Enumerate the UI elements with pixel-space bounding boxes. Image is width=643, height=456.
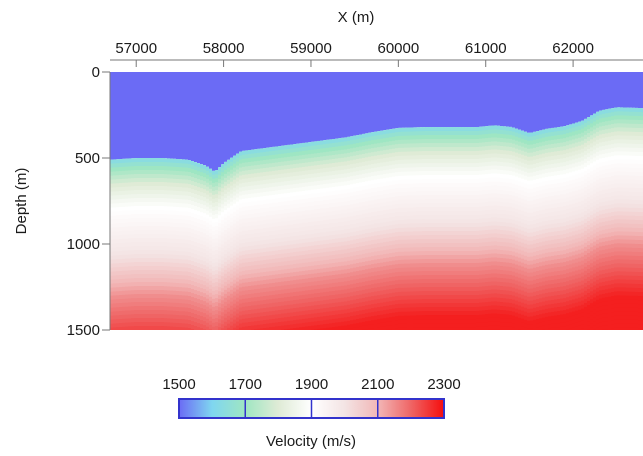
velocity-heatmap — [110, 72, 643, 330]
